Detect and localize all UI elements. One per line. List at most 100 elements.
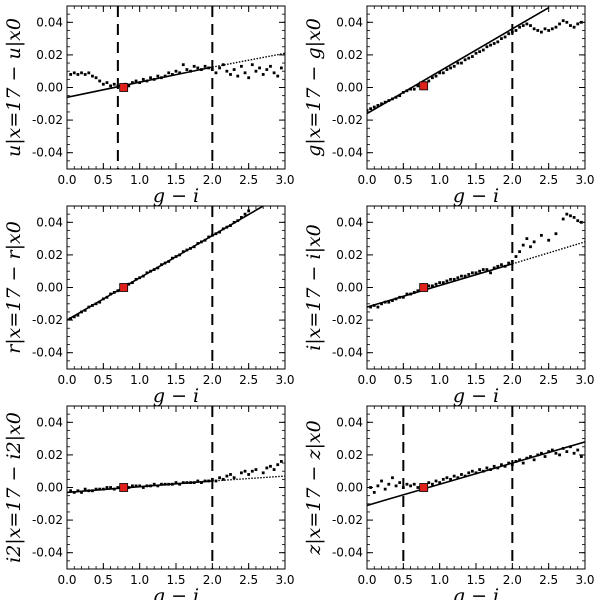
x-tick-label: 0.0 bbox=[57, 373, 76, 387]
data-point bbox=[178, 482, 182, 486]
data-point bbox=[409, 87, 412, 91]
data-point bbox=[376, 484, 380, 488]
data-point bbox=[525, 237, 529, 240]
x-tick-label: 0.5 bbox=[94, 173, 113, 187]
data-point bbox=[265, 466, 269, 470]
data-point bbox=[569, 24, 572, 27]
x-tick-label: 0.5 bbox=[394, 573, 413, 587]
y-tick-label: -0.04 bbox=[32, 546, 63, 560]
data-point bbox=[503, 35, 507, 39]
x-tick-label: 2.0 bbox=[503, 373, 522, 387]
data-point bbox=[167, 482, 171, 486]
data-point bbox=[160, 76, 163, 80]
data-point bbox=[492, 42, 496, 45]
data-point bbox=[207, 479, 211, 483]
data-point bbox=[163, 482, 167, 486]
data-point bbox=[254, 69, 258, 73]
data-point bbox=[87, 71, 91, 75]
data-point bbox=[460, 473, 463, 476]
data-point bbox=[547, 29, 551, 32]
data-point bbox=[500, 263, 503, 267]
x-tick-label: 0.5 bbox=[94, 373, 113, 387]
data-point bbox=[247, 76, 251, 80]
data-point bbox=[558, 22, 561, 26]
data-point bbox=[536, 453, 540, 457]
x-tick-label: 0.5 bbox=[94, 573, 113, 587]
data-point bbox=[380, 302, 383, 306]
data-point bbox=[138, 276, 142, 280]
axes-frame bbox=[366, 5, 586, 170]
data-point bbox=[383, 100, 387, 104]
data-point bbox=[91, 489, 94, 493]
data-point bbox=[510, 463, 514, 467]
data-point bbox=[438, 71, 442, 75]
data-point bbox=[514, 255, 518, 258]
data-point bbox=[387, 482, 391, 486]
data-point bbox=[181, 481, 185, 485]
data-point bbox=[87, 489, 91, 493]
data-point bbox=[391, 97, 394, 101]
y-tick-label: 0.02 bbox=[36, 248, 63, 262]
x-tick-label: 1.5 bbox=[166, 573, 185, 587]
y-axis-label: i2|x=17 − i2|x0 bbox=[3, 412, 25, 563]
data-point bbox=[456, 61, 460, 65]
data-point bbox=[416, 486, 420, 489]
y-tick-label: 0.04 bbox=[336, 215, 363, 229]
axes-frame bbox=[366, 205, 586, 370]
data-point bbox=[398, 295, 402, 299]
data-point bbox=[185, 68, 189, 71]
fit-extrapolation bbox=[512, 241, 585, 265]
plot-area bbox=[367, 6, 583, 169]
reference-marker bbox=[419, 81, 429, 91]
data-point bbox=[94, 302, 98, 306]
data-point bbox=[525, 456, 529, 460]
data-point bbox=[189, 481, 192, 485]
data-point bbox=[149, 484, 152, 488]
data-point bbox=[160, 263, 163, 267]
x-tick-label: 2.5 bbox=[239, 373, 258, 387]
data-point bbox=[170, 73, 174, 76]
data-point bbox=[554, 25, 558, 29]
data-point bbox=[470, 469, 474, 473]
data-point bbox=[478, 468, 482, 471]
data-point bbox=[496, 40, 500, 44]
reference-marker bbox=[419, 283, 429, 292]
data-point bbox=[276, 74, 280, 78]
data-point bbox=[225, 69, 229, 73]
data-point bbox=[460, 274, 463, 278]
data-point bbox=[105, 81, 109, 85]
y-axis-label: u|x=17 − u|x0 bbox=[3, 18, 25, 157]
y-tick-label: -0.04 bbox=[32, 346, 63, 360]
data-point bbox=[514, 29, 518, 32]
data-point bbox=[474, 471, 478, 475]
reference-marker bbox=[119, 83, 129, 92]
data-point bbox=[98, 487, 102, 491]
data-point bbox=[383, 300, 387, 304]
data-point bbox=[127, 282, 131, 286]
axes-frame bbox=[66, 405, 286, 570]
data-point bbox=[452, 277, 456, 281]
data-point bbox=[467, 273, 471, 276]
data-point bbox=[116, 289, 120, 293]
data-point bbox=[109, 84, 112, 88]
data-point bbox=[543, 27, 547, 31]
data-point bbox=[80, 310, 83, 314]
data-point bbox=[276, 463, 280, 467]
y-tick-label: -0.02 bbox=[32, 513, 63, 527]
data-point bbox=[401, 295, 405, 299]
data-point bbox=[481, 268, 485, 271]
data-point bbox=[101, 297, 105, 301]
data-point bbox=[561, 19, 565, 23]
x-tick-label: 1.0 bbox=[430, 573, 449, 587]
y-tick-label: -0.02 bbox=[332, 513, 363, 527]
data-point bbox=[409, 292, 412, 296]
y-tick-label: -0.02 bbox=[332, 313, 363, 327]
data-point bbox=[174, 481, 178, 485]
data-point bbox=[152, 482, 156, 486]
data-point bbox=[572, 451, 576, 455]
data-point bbox=[141, 486, 145, 489]
x-tick-label: 3.0 bbox=[575, 373, 594, 387]
data-point bbox=[441, 71, 445, 75]
data-point bbox=[441, 281, 445, 285]
data-point bbox=[236, 219, 240, 223]
